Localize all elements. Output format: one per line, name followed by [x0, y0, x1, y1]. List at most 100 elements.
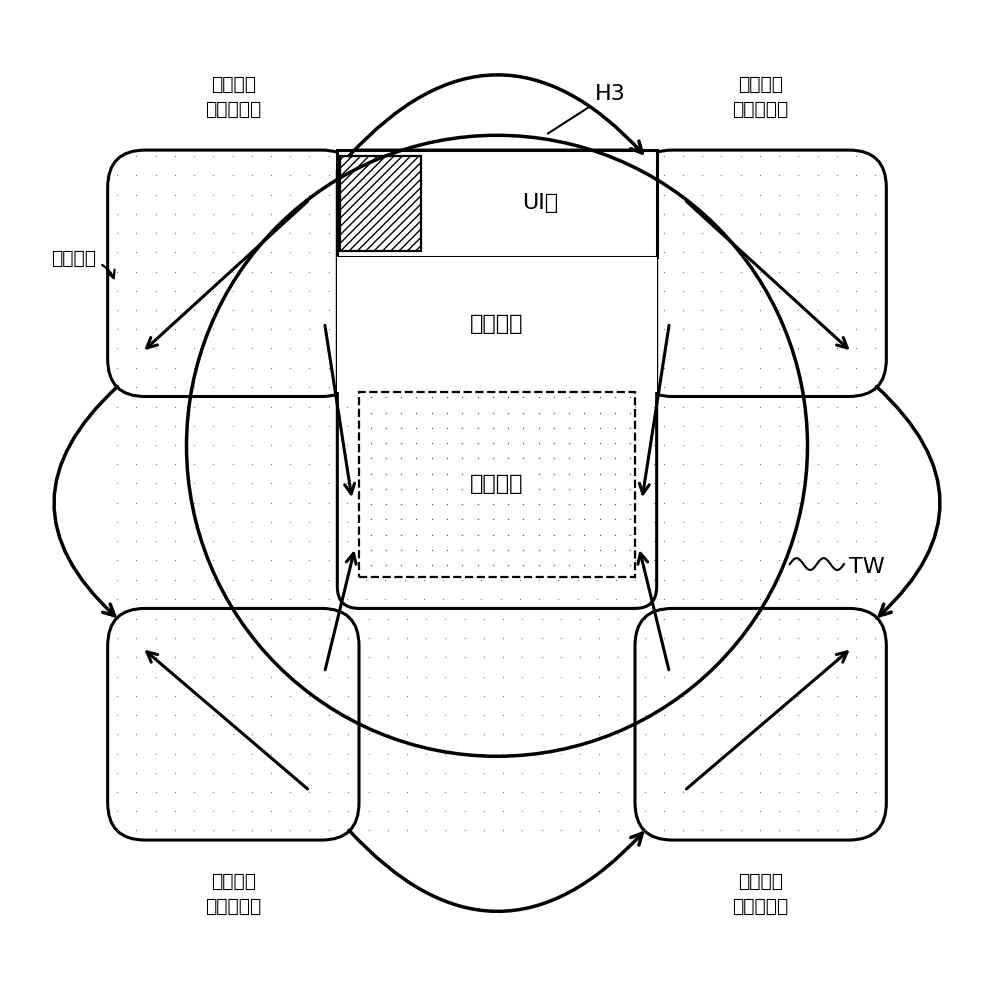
Point [109, 591, 125, 607]
Point [493, 533, 509, 549]
Point [790, 611, 806, 627]
Point [608, 572, 624, 588]
Point [656, 475, 672, 491]
Point [868, 475, 884, 491]
Point [263, 283, 279, 299]
Point [591, 784, 607, 800]
Point [321, 669, 337, 685]
Point [810, 784, 826, 800]
Point [591, 803, 607, 819]
Point [790, 803, 806, 819]
Point [415, 495, 431, 511]
Point [714, 649, 730, 665]
Point [148, 206, 164, 222]
Point [109, 437, 125, 453]
Point [225, 321, 241, 337]
Point [340, 475, 356, 491]
Point [400, 148, 415, 164]
Point [439, 405, 455, 421]
Point [588, 168, 604, 184]
Point [225, 264, 241, 280]
Point [531, 389, 547, 405]
Point [553, 148, 569, 164]
Point [439, 450, 455, 466]
Point [656, 225, 672, 241]
Point [656, 746, 672, 762]
Point [128, 591, 144, 607]
Point [591, 630, 607, 646]
Point [244, 707, 259, 723]
Point [551, 206, 567, 222]
Point [167, 225, 183, 241]
Point [206, 340, 222, 356]
Point [551, 514, 567, 530]
Point [378, 552, 394, 568]
Point [714, 148, 730, 164]
Point [128, 765, 144, 781]
Point [109, 630, 125, 646]
Point [607, 420, 623, 436]
Point [752, 264, 768, 280]
Text: UI条: UI条 [522, 193, 559, 213]
Point [495, 264, 511, 280]
Point [167, 360, 183, 376]
Point [512, 379, 528, 395]
Point [829, 148, 845, 164]
Point [656, 803, 672, 819]
Point [646, 360, 662, 376]
Point [790, 533, 806, 549]
Point [752, 244, 768, 260]
Point [225, 611, 241, 627]
Point [636, 187, 652, 203]
Point [378, 542, 394, 558]
Point [636, 360, 652, 376]
Point [733, 283, 748, 299]
Point [516, 466, 532, 482]
Point [437, 187, 453, 203]
Point [829, 244, 845, 260]
Point [186, 726, 202, 742]
Point [380, 379, 396, 395]
Point [225, 726, 241, 742]
Point [573, 649, 588, 665]
Point [400, 244, 415, 260]
Point [577, 496, 592, 512]
Point [608, 533, 624, 549]
Point [397, 475, 413, 491]
Point [848, 379, 864, 395]
Point [493, 206, 509, 222]
Point [418, 688, 434, 704]
Point [423, 481, 439, 497]
Point [733, 533, 748, 549]
Point [128, 225, 144, 241]
Point [493, 437, 509, 453]
Point [810, 803, 826, 819]
Point [622, 420, 638, 436]
Point [790, 437, 806, 453]
Point [454, 572, 470, 588]
Point [301, 302, 317, 318]
Point [848, 437, 864, 453]
Point [553, 244, 569, 260]
Point [380, 746, 396, 762]
Point [435, 418, 451, 434]
Point [423, 542, 439, 558]
Point [186, 148, 202, 164]
Point [186, 340, 202, 356]
Point [378, 322, 394, 338]
Point [485, 450, 501, 466]
Point [321, 283, 337, 299]
Point [546, 496, 562, 512]
Point [515, 765, 531, 781]
Point [646, 226, 662, 242]
Point [263, 669, 279, 685]
Point [400, 302, 415, 318]
Point [695, 726, 711, 742]
Point [515, 726, 531, 742]
Point [588, 591, 604, 607]
Point [551, 591, 567, 607]
Point [608, 341, 624, 357]
Point [656, 399, 672, 415]
Point [378, 437, 394, 453]
Point [378, 420, 394, 436]
